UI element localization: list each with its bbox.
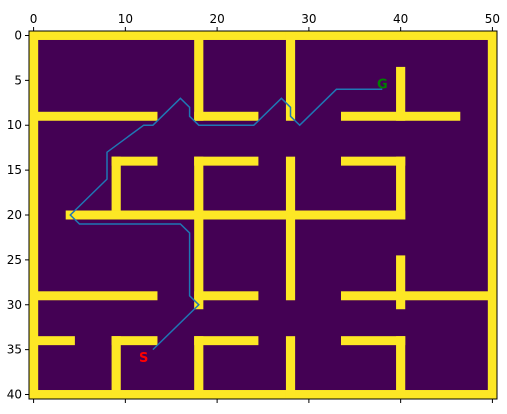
y-tick-label: 5 [14, 73, 22, 87]
solution-path [69, 88, 383, 351]
wall-segment [194, 31, 204, 121]
wall-segment [341, 291, 497, 301]
wall-segment [111, 156, 158, 166]
wall-segment [396, 156, 406, 220]
y-tick-label: 15 [7, 163, 22, 177]
x-tick-label: 40 [393, 12, 408, 26]
wall-segment [29, 31, 39, 399]
x-tick-label: 20 [209, 12, 224, 26]
wall-segment [341, 156, 406, 166]
x-tick-label: 30 [301, 12, 316, 26]
y-axis: 0 5 10 15 20 25 30 35 40 [7, 28, 29, 402]
wall-segment [29, 291, 158, 301]
wall-segment [29, 336, 75, 346]
goal-marker: G [377, 77, 388, 92]
plot-area: S G [29, 31, 497, 399]
wall-segment [396, 66, 406, 121]
wall-segment [194, 156, 259, 166]
wall-segment [65, 210, 406, 220]
wall-segment [487, 31, 497, 399]
wall-segment [285, 336, 296, 399]
wall-segment [111, 156, 121, 211]
wall-segment [285, 156, 296, 301]
x-tick-label: 50 [485, 12, 500, 26]
wall-segment [194, 156, 204, 310]
maze-walls [29, 31, 497, 399]
wall-segment [285, 31, 296, 121]
y-tick-label: 40 [7, 388, 22, 402]
start-marker: S [139, 351, 148, 366]
wall-segment [111, 336, 121, 399]
x-tick-label: 0 [30, 12, 38, 26]
wall-segment [29, 390, 497, 399]
x-axis: 0 10 20 30 40 50 [30, 12, 500, 403]
wall-segment [194, 336, 204, 399]
wall-segment [396, 255, 406, 310]
y-tick-label: 25 [7, 253, 22, 267]
wall-segment [29, 111, 158, 121]
wall-segment [111, 336, 158, 346]
y-tick-label: 10 [7, 118, 22, 132]
y-tick-label: 20 [7, 208, 22, 222]
y-tick-label: 35 [7, 343, 22, 357]
wall-segment [29, 31, 497, 40]
wall-segment [194, 111, 259, 121]
wall-segment [194, 291, 259, 301]
wall-segment [341, 336, 406, 346]
wall-segment [194, 336, 259, 346]
y-tick-label: 0 [14, 28, 22, 42]
y-tick-label: 30 [7, 298, 22, 312]
x-tick-label: 10 [118, 12, 133, 26]
wall-segment [396, 336, 406, 399]
